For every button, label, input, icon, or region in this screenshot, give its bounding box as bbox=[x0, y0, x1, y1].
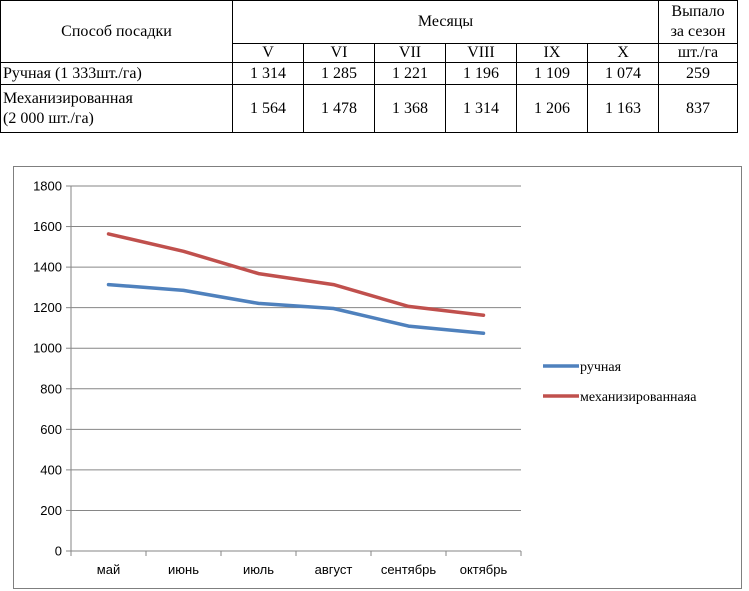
y-tick-label: 1800 bbox=[33, 179, 62, 194]
data-point bbox=[332, 307, 335, 310]
month-header: VI bbox=[303, 43, 375, 63]
row-label: Механизированная (2 000 шт./га) bbox=[0, 84, 233, 133]
data-point bbox=[407, 324, 410, 328]
y-tick-label: 1400 bbox=[33, 260, 62, 275]
table-row: Механизированная (2 000 шт./га) 1 564 1 … bbox=[0, 84, 738, 133]
legend-label: механизированнаяа bbox=[580, 390, 697, 405]
header-method-label: Способ посадки bbox=[61, 22, 172, 40]
header-fallen-line-2: за сезон bbox=[670, 23, 726, 40]
month-header: IX bbox=[516, 43, 588, 63]
header-months-label: Месяцы bbox=[417, 13, 474, 30]
table-cell: 1 221 bbox=[374, 62, 446, 85]
line-chart: 0 200 400 600 800 1000 1200 1400 1600 1800 май июнь… bbox=[33, 179, 697, 578]
table-cell-total: 259 bbox=[658, 62, 738, 85]
data-point bbox=[182, 250, 185, 253]
x-tick-label: сентябрь bbox=[381, 562, 437, 577]
x-tick-label: август bbox=[315, 562, 353, 577]
header-fallen-line-1: Выпало bbox=[671, 3, 725, 20]
data-point bbox=[182, 289, 185, 292]
table-cell: 1 314 bbox=[445, 84, 517, 133]
table-cell: 1 163 bbox=[587, 84, 659, 133]
row-label-line-1: Ручная (1 333шт./га) bbox=[3, 64, 142, 82]
data-point bbox=[482, 313, 485, 317]
y-tick-label: 800 bbox=[40, 381, 62, 396]
header-fallen: Выпало за сезон bbox=[658, 0, 738, 44]
y-tick-label: 1600 bbox=[33, 219, 62, 234]
y-tick-label: 600 bbox=[40, 422, 62, 437]
table-cell: 1 564 bbox=[232, 84, 304, 133]
y-tick-label: 400 bbox=[40, 462, 62, 477]
data-point bbox=[257, 302, 260, 305]
data-table: Способ посадки Месяцы Выпало за сезон V … bbox=[0, 0, 738, 133]
y-tick-label: 200 bbox=[40, 503, 62, 518]
table-cell: 1 478 bbox=[303, 84, 375, 133]
table-cell: 1 196 bbox=[445, 62, 517, 85]
data-point bbox=[107, 232, 110, 236]
table-cell: 1 314 bbox=[232, 62, 304, 85]
row-label: Ручная (1 333шт./га) bbox=[0, 62, 233, 85]
month-header: VIII bbox=[445, 43, 517, 63]
x-tick-label: июль bbox=[243, 562, 274, 577]
data-point bbox=[407, 305, 410, 308]
table-cell: 1 368 bbox=[374, 84, 446, 133]
x-tick-label: октябрь bbox=[460, 562, 508, 577]
data-point bbox=[332, 283, 335, 286]
legend-label: ручная bbox=[580, 360, 622, 375]
header-months: Месяцы bbox=[232, 0, 659, 44]
table-cell: 1 206 bbox=[516, 84, 588, 133]
table-cell: 1 074 bbox=[587, 62, 659, 85]
data-point bbox=[107, 283, 110, 286]
unit-header: шт./га bbox=[658, 43, 738, 63]
table-cell: 1 109 bbox=[516, 62, 588, 85]
data-point bbox=[257, 272, 260, 275]
data-point bbox=[482, 332, 485, 335]
table-cell-total: 837 bbox=[658, 84, 738, 133]
x-tick-label: май bbox=[97, 562, 120, 577]
month-header: VII bbox=[374, 43, 446, 63]
y-tick-label: 0 bbox=[55, 544, 62, 559]
row-label-line-2: (2 000 шт./га) bbox=[3, 109, 94, 127]
y-tick-label: 1000 bbox=[33, 341, 62, 356]
header-method: Способ посадки bbox=[0, 0, 233, 63]
table-cell: 1 285 bbox=[303, 62, 375, 85]
month-header: X bbox=[587, 43, 659, 63]
chart-area: 0 200 400 600 800 1000 1200 1400 1600 1800 май июнь… bbox=[13, 166, 742, 589]
month-header: V bbox=[232, 43, 304, 63]
series-line-2 bbox=[106, 232, 486, 317]
table-row: Ручная (1 333шт./га) 1 314 1 285 1 221 1… bbox=[0, 62, 738, 85]
y-tick-label: 1200 bbox=[33, 300, 62, 315]
series-line-1 bbox=[106, 282, 486, 335]
row-label-line-1: Механизированная bbox=[3, 89, 133, 107]
x-tick-label: июнь bbox=[168, 562, 199, 577]
